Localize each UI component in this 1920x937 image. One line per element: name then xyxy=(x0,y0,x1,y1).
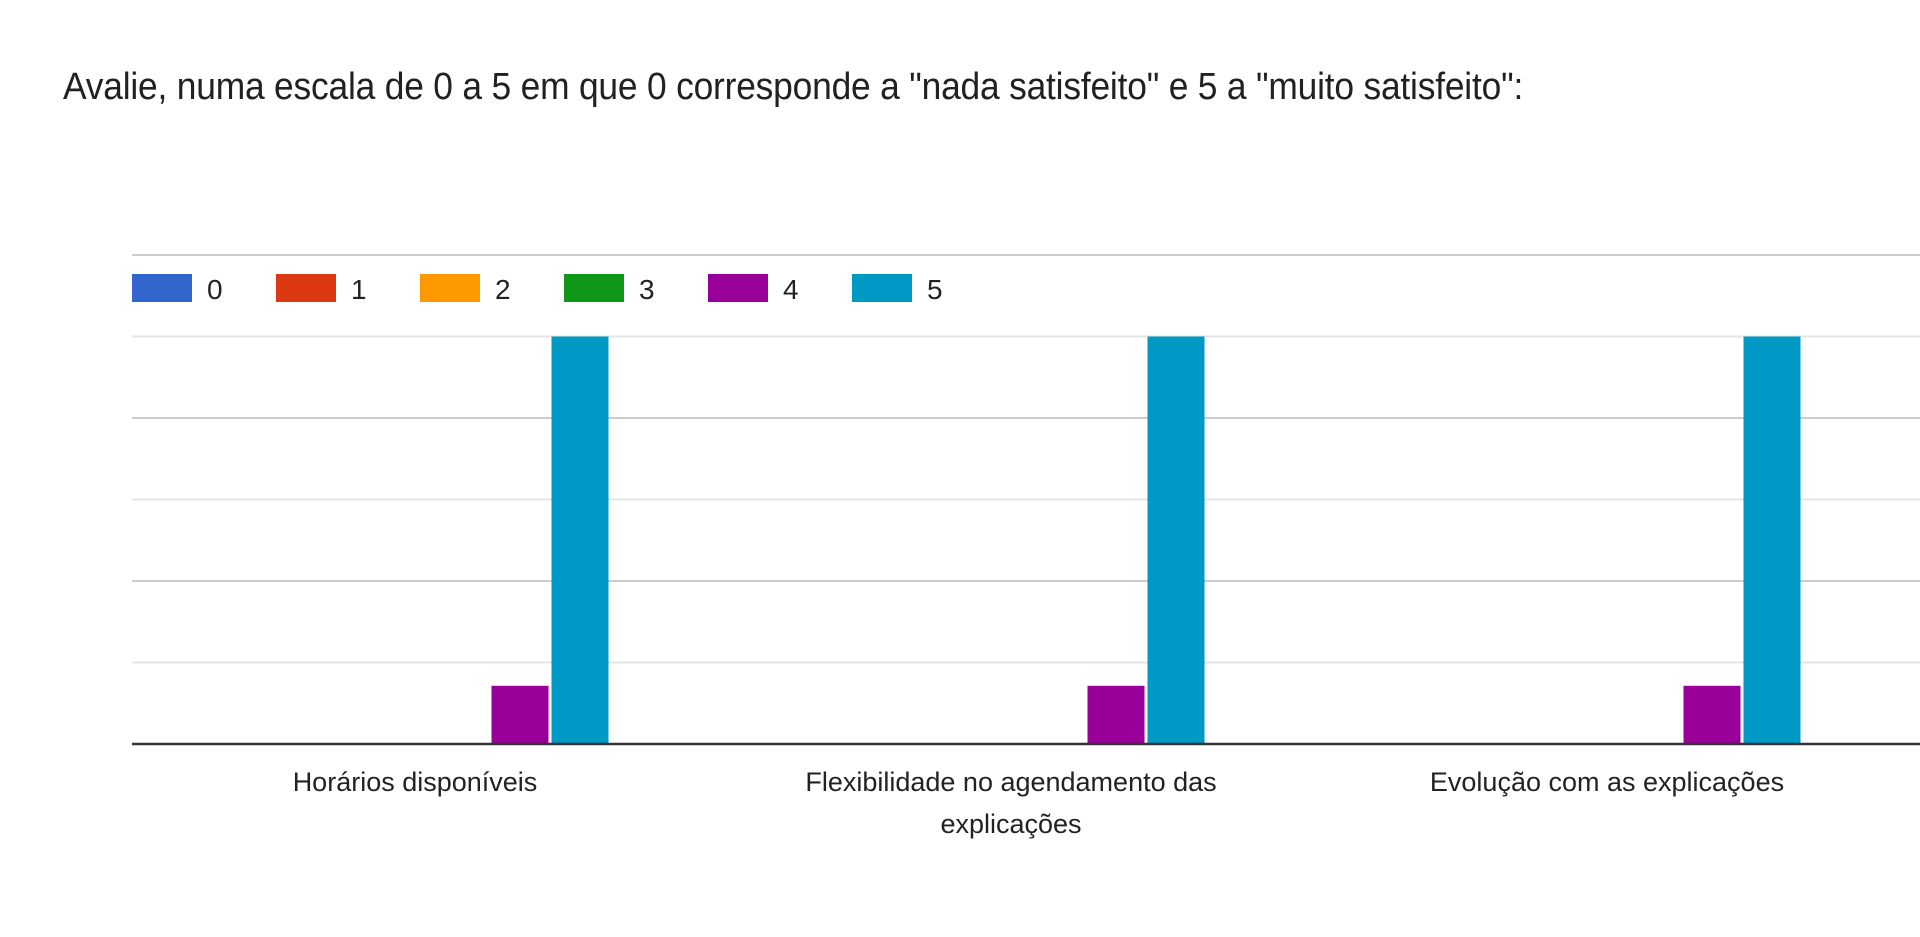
legend-swatch xyxy=(564,274,624,302)
x-tick-label: Horários disponíveis xyxy=(293,767,538,797)
bar-5-cat-2[interactable] xyxy=(1743,336,1801,745)
legend-item-0[interactable]: 0 xyxy=(132,274,223,305)
bar-5-cat-0[interactable] xyxy=(551,336,609,745)
x-axis-labels: Horários disponíveis Flexibilidade no age… xyxy=(293,767,1784,839)
x-tick-label: Flexibilidade no agendamento das xyxy=(805,767,1216,797)
question-title: Avalie, numa escala de 0 a 5 em que 0 co… xyxy=(63,66,1524,108)
legend-swatch xyxy=(852,274,912,302)
legend-item-3[interactable]: 3 xyxy=(564,274,655,305)
legend-swatch xyxy=(420,274,480,302)
bar-4-cat-2[interactable] xyxy=(1683,685,1741,744)
legend-item-1[interactable]: 1 xyxy=(276,274,367,305)
legend-item-4[interactable]: 4 xyxy=(708,274,799,305)
x-tick-label: Evolução com as explicações xyxy=(1430,767,1784,797)
legend-label: 4 xyxy=(783,274,799,305)
x-tick-label: explicações xyxy=(940,809,1081,839)
legend-label: 3 xyxy=(639,274,655,305)
legend-label: 5 xyxy=(927,274,943,305)
legend-label: 1 xyxy=(351,274,367,305)
legend: 0 1 2 3 4 5 xyxy=(132,274,943,305)
bars xyxy=(491,336,1801,745)
bar-4-cat-1[interactable] xyxy=(1087,685,1145,744)
legend-swatch xyxy=(132,274,192,302)
legend-item-2[interactable]: 2 xyxy=(420,274,511,305)
legend-label: 2 xyxy=(495,274,511,305)
legend-swatch xyxy=(708,274,768,302)
legend-label: 0 xyxy=(207,274,223,305)
gridlines xyxy=(132,254,1920,664)
legend-item-5[interactable]: 5 xyxy=(852,274,943,305)
bar-4-cat-0[interactable] xyxy=(491,685,549,744)
legend-swatch xyxy=(276,274,336,302)
bar-5-cat-1[interactable] xyxy=(1147,336,1205,745)
